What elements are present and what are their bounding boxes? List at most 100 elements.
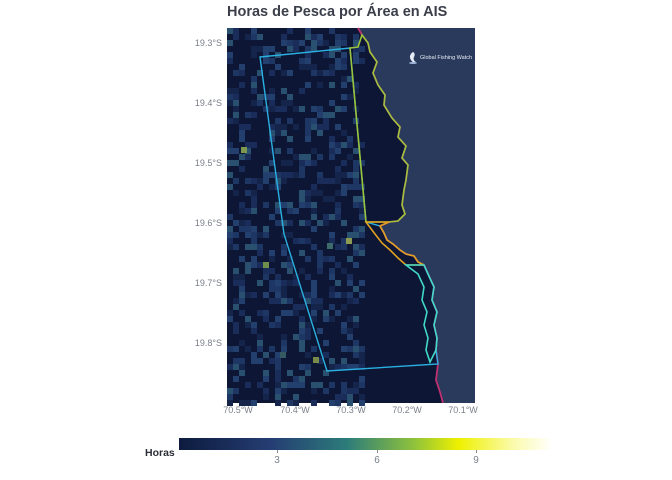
fishing-cell bbox=[341, 364, 347, 370]
fishing-cell bbox=[287, 268, 293, 274]
fishing-cell bbox=[275, 394, 281, 400]
fishing-cell bbox=[311, 316, 317, 322]
fishing-cell bbox=[335, 280, 341, 286]
fishing-cell bbox=[317, 190, 323, 196]
fishing-cell bbox=[251, 232, 257, 238]
fishing-cell bbox=[335, 214, 341, 220]
fishing-cell bbox=[317, 178, 323, 184]
fishing-cell bbox=[257, 280, 263, 286]
fishing-cell bbox=[275, 376, 281, 382]
fishing-cell bbox=[233, 232, 239, 238]
fishing-cell bbox=[227, 232, 233, 238]
fishing-cell bbox=[353, 148, 359, 154]
fishing-cell bbox=[305, 28, 311, 34]
fishing-cell bbox=[359, 364, 365, 370]
fishing-cell bbox=[257, 310, 263, 316]
fishing-cell bbox=[341, 184, 347, 190]
fishing-cell bbox=[233, 190, 239, 196]
fishing-cell bbox=[257, 232, 263, 238]
fishing-cell bbox=[305, 352, 311, 358]
fishing-cell bbox=[275, 322, 281, 328]
fishing-cell bbox=[269, 46, 275, 52]
fishing-cell bbox=[359, 160, 365, 166]
fishing-cell bbox=[251, 28, 257, 34]
fishing-cell bbox=[263, 268, 269, 274]
fishing-cell bbox=[245, 244, 251, 250]
fishing-cell bbox=[323, 196, 329, 202]
fishing-cell bbox=[299, 382, 305, 388]
fishing-cell bbox=[239, 256, 245, 262]
fishing-cell bbox=[311, 148, 317, 154]
fishing-cell bbox=[299, 160, 305, 166]
fishing-cell bbox=[275, 208, 281, 214]
fishing-cell bbox=[353, 340, 359, 346]
fishing-cell bbox=[269, 88, 275, 94]
fishing-cell bbox=[353, 88, 359, 94]
fishing-cell bbox=[311, 346, 317, 352]
fishing-cell bbox=[317, 106, 323, 112]
fishing-cell bbox=[269, 214, 275, 220]
fishing-cell bbox=[335, 244, 341, 250]
fishing-cell bbox=[251, 196, 257, 202]
fishing-cell bbox=[311, 310, 317, 316]
fishing-cell bbox=[293, 274, 299, 280]
fishing-cell bbox=[299, 376, 305, 382]
fishing-cell bbox=[269, 280, 275, 286]
fishing-cell bbox=[305, 238, 311, 244]
fishing-cell bbox=[257, 244, 263, 250]
fishing-cell bbox=[233, 322, 239, 328]
fishing-cell bbox=[269, 358, 275, 364]
fishing-cell bbox=[341, 328, 347, 334]
fishing-cell bbox=[233, 28, 239, 34]
logo-label: Global Fishing Watch bbox=[420, 55, 473, 61]
fishing-cell bbox=[239, 136, 245, 142]
fishing-cell bbox=[287, 202, 293, 208]
fishing-cell bbox=[233, 376, 239, 382]
fishing-cell bbox=[287, 208, 293, 214]
fishing-cell bbox=[311, 106, 317, 112]
fishing-cell bbox=[275, 316, 281, 322]
fishing-cell bbox=[227, 346, 233, 352]
fishing-cell bbox=[347, 184, 353, 190]
fishing-cell bbox=[251, 400, 257, 406]
fishing-cell bbox=[263, 52, 269, 58]
lon-tick-label: 70.2°W bbox=[392, 405, 422, 415]
fishing-cell bbox=[305, 274, 311, 280]
fishing-cell-high bbox=[241, 147, 247, 153]
fishing-cell bbox=[251, 238, 257, 244]
fishing-cell bbox=[287, 256, 293, 262]
fishing-cell bbox=[269, 100, 275, 106]
fishing-cell bbox=[329, 238, 335, 244]
area-green-outline bbox=[349, 33, 409, 223]
fishing-cell bbox=[233, 100, 239, 106]
fishing-cell bbox=[341, 322, 347, 328]
fishing-cell bbox=[257, 340, 263, 346]
fishing-cell bbox=[317, 250, 323, 256]
fishing-cell bbox=[257, 358, 263, 364]
fishing-cell bbox=[239, 64, 245, 70]
lat-tick-label: 19.6°S bbox=[194, 218, 222, 228]
fishing-cell bbox=[275, 178, 281, 184]
fishing-cell bbox=[311, 214, 317, 220]
fishing-cell bbox=[269, 58, 275, 64]
fishing-cell bbox=[299, 40, 305, 46]
fishing-cell bbox=[281, 202, 287, 208]
fishing-cell bbox=[359, 232, 365, 238]
fishing-cell bbox=[347, 316, 353, 322]
fishing-cell bbox=[275, 370, 281, 376]
fishing-cell bbox=[353, 184, 359, 190]
fishing-cell bbox=[227, 214, 233, 220]
fishing-cell bbox=[305, 46, 311, 52]
fishing-cell bbox=[269, 106, 275, 112]
fishing-cell bbox=[263, 46, 269, 52]
fishing-cell bbox=[341, 394, 347, 400]
fishing-cell bbox=[359, 250, 365, 256]
fishing-cell bbox=[281, 250, 287, 256]
fishing-cell bbox=[305, 328, 311, 334]
fishing-cell bbox=[305, 34, 311, 40]
global-fishing-watch-logo-icon bbox=[409, 52, 417, 64]
fishing-cell bbox=[257, 346, 263, 352]
fishing-cell bbox=[353, 316, 359, 322]
fishing-cell bbox=[353, 46, 359, 52]
